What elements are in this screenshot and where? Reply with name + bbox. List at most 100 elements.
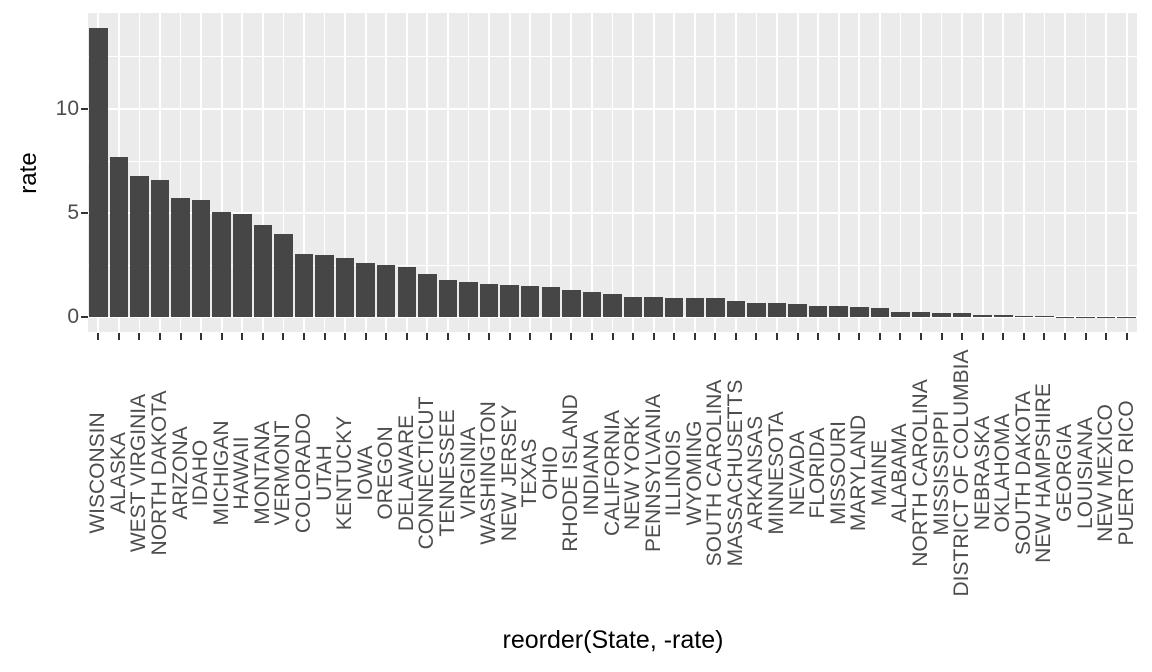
x-axis-tick xyxy=(837,332,840,340)
x-axis-tick xyxy=(200,332,203,340)
x-axis-tick-label: FLORIDA xyxy=(806,427,830,519)
gridline-vertical xyxy=(632,13,634,332)
bar xyxy=(664,297,684,318)
bar xyxy=(479,284,499,318)
x-axis-tick xyxy=(467,332,470,340)
gridline-vertical xyxy=(961,13,964,332)
gridline-vertical xyxy=(611,13,614,332)
x-axis-tick xyxy=(446,332,449,340)
bar xyxy=(541,287,561,318)
x-axis-tick xyxy=(488,332,491,340)
bar xyxy=(1076,316,1095,318)
gridline-vertical xyxy=(652,13,655,332)
bar xyxy=(376,265,396,318)
x-axis-tick xyxy=(261,332,264,340)
x-axis-tick-label: OREGON xyxy=(374,426,398,520)
x-axis-tick xyxy=(241,332,244,340)
x-axis-tick-label: GEORGIA xyxy=(1053,423,1076,523)
x-axis-tick-label: NEW MEXICO xyxy=(1094,404,1118,542)
y-axis-tick xyxy=(81,316,88,319)
gridline-vertical xyxy=(323,13,326,332)
gridline-vertical xyxy=(591,13,593,332)
bar xyxy=(315,254,334,318)
y-axis-tick-label: 0 xyxy=(67,305,79,329)
x-axis-tick-label: TENNESSEE xyxy=(435,409,459,537)
x-axis-tick xyxy=(920,332,923,340)
bar xyxy=(397,267,417,318)
x-axis-tick-label: OKLAHOMA xyxy=(991,413,1015,533)
gridline-vertical xyxy=(796,13,799,332)
gridline-vertical xyxy=(261,13,264,332)
bar xyxy=(500,285,519,318)
bar xyxy=(747,302,766,318)
x-axis-tick xyxy=(878,332,881,340)
bar xyxy=(891,311,910,318)
bar xyxy=(212,212,231,318)
gridline-vertical xyxy=(488,13,490,332)
gridline-vertical xyxy=(940,13,943,332)
x-axis-tick xyxy=(817,332,820,340)
y-axis-title: rate xyxy=(15,152,42,194)
x-axis-tick-label: NORTH CAROLINA xyxy=(909,379,933,567)
x-axis-tick xyxy=(179,332,182,340)
x-axis-tick-label: PUERTO RICO xyxy=(1114,400,1138,546)
x-axis-tick xyxy=(1043,332,1046,340)
gridline-vertical xyxy=(858,13,861,332)
x-axis-tick xyxy=(714,332,717,340)
bar xyxy=(1096,317,1116,318)
gridline-vertical xyxy=(220,13,223,332)
x-axis-tick-label: HAWAII xyxy=(230,436,254,510)
bar xyxy=(726,301,746,318)
x-axis-tick xyxy=(508,332,511,340)
y-axis-tick xyxy=(81,107,88,110)
bar xyxy=(418,273,437,318)
bar xyxy=(603,294,622,318)
bar xyxy=(623,296,643,318)
bar xyxy=(253,224,273,318)
x-axis-tick xyxy=(796,332,799,340)
bar xyxy=(582,292,602,318)
gridline-vertical xyxy=(714,13,717,332)
gridline-vertical xyxy=(673,13,676,332)
x-axis-tick xyxy=(549,332,552,340)
gridline-vertical xyxy=(693,13,696,332)
x-axis-tick xyxy=(673,332,676,340)
bar xyxy=(644,297,663,318)
gridline-vertical xyxy=(549,13,552,332)
gridline-vertical xyxy=(570,13,573,332)
bar xyxy=(191,199,211,318)
gridline-vertical xyxy=(899,13,902,332)
x-axis-tick xyxy=(97,332,100,340)
x-axis-tick xyxy=(590,332,593,340)
x-axis-tick-label: IDAHO xyxy=(189,439,213,507)
bar xyxy=(233,214,252,318)
bar xyxy=(1014,315,1034,318)
x-axis-tick xyxy=(426,332,429,340)
gridline-vertical xyxy=(1084,13,1087,332)
gridline-vertical xyxy=(303,13,305,332)
gridline-vertical xyxy=(735,13,737,332)
bar xyxy=(130,175,149,318)
x-axis-tick xyxy=(1105,332,1108,340)
bar xyxy=(1055,316,1075,318)
x-axis-tick xyxy=(776,332,779,340)
gridline-vertical xyxy=(241,13,244,332)
gridline-vertical xyxy=(1125,13,1128,332)
bar xyxy=(562,290,581,318)
x-axis-tick xyxy=(611,332,614,340)
x-axis-tick-label: NORTH DAKOTA xyxy=(147,390,171,556)
bar xyxy=(150,179,170,318)
bar xyxy=(1117,317,1136,318)
bar xyxy=(808,305,828,318)
bar xyxy=(1035,315,1054,318)
bar xyxy=(973,315,992,318)
x-axis-title: reorder(State, -rate) xyxy=(502,626,724,654)
x-axis-tick xyxy=(220,332,223,340)
bar xyxy=(829,305,848,318)
x-axis-tick xyxy=(652,332,655,340)
gridline-vertical xyxy=(1105,13,1108,332)
x-axis-tick xyxy=(693,332,696,340)
x-axis-tick xyxy=(1064,332,1066,340)
gridline-vertical xyxy=(447,13,449,332)
